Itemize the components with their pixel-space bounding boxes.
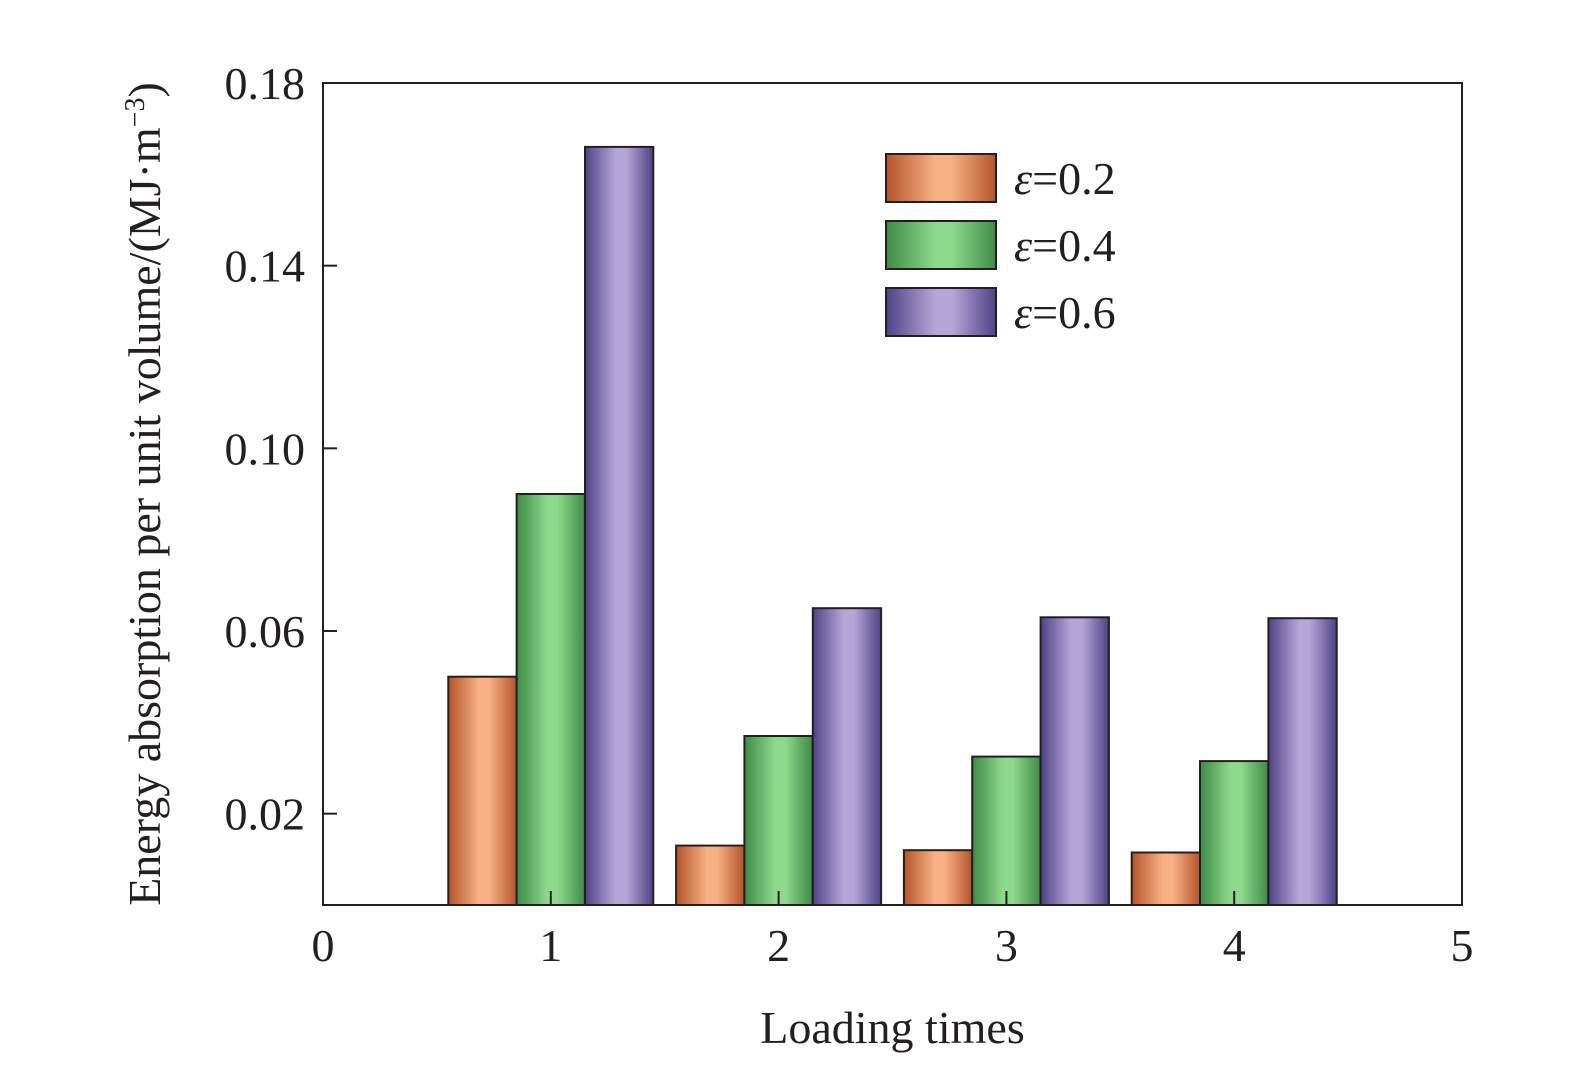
legend: ε=0.2 ε=0.4 ε=0.6 bbox=[885, 153, 1116, 338]
x-tick-label: 4 bbox=[1223, 920, 1246, 971]
y-tick-label: 0.06 bbox=[225, 606, 306, 657]
bar-series-2-loading-3 bbox=[971, 755, 1042, 906]
y-axis-label-main: Energy absorption per unit volume/(MJ·m bbox=[119, 127, 170, 906]
x-tick-label: 5 bbox=[1451, 920, 1474, 971]
legend-swatch-3 bbox=[885, 287, 997, 337]
plot-frame bbox=[322, 82, 1463, 906]
x-tick-label: 3 bbox=[995, 920, 1018, 971]
x-tick-label: 0 bbox=[312, 920, 335, 971]
bar-series-1-loading-2 bbox=[675, 844, 746, 906]
y-tick-label: 0.14 bbox=[225, 241, 306, 292]
bar-series-3-loading-4 bbox=[1267, 617, 1338, 906]
bar-series-2-loading-2 bbox=[743, 735, 814, 906]
y-tick-label: 0.02 bbox=[225, 789, 306, 840]
bar-series-1-loading-4 bbox=[1130, 851, 1201, 906]
bar-series-2-loading-4 bbox=[1199, 760, 1270, 906]
y-tick-label: 0.10 bbox=[225, 423, 306, 474]
y-axis: 0.02 0.06 0.10 0.14 0.18 bbox=[225, 58, 337, 840]
y-tick-label: 0.18 bbox=[225, 58, 306, 109]
bar-series-3-loading-2 bbox=[811, 607, 883, 906]
x-axis-label: Loading times bbox=[760, 1002, 1024, 1053]
legend-label-2: ε=0.4 bbox=[1014, 220, 1116, 271]
bar-series-3-loading-3 bbox=[1039, 616, 1110, 906]
bar-series-2-loading-1 bbox=[515, 493, 586, 906]
y-axis-label-superscript: −3 bbox=[120, 98, 151, 128]
legend-label-3: ε=0.6 bbox=[1014, 287, 1116, 338]
y-axis-label-close: ) bbox=[119, 82, 170, 97]
x-axis: 0 1 2 3 4 5 bbox=[312, 891, 1474, 971]
legend-swatch-2 bbox=[885, 220, 997, 270]
legend-swatch-1 bbox=[885, 153, 997, 203]
x-tick-label: 1 bbox=[539, 920, 562, 971]
bar-series-3-loading-1 bbox=[584, 145, 655, 906]
bar-series-1-loading-3 bbox=[902, 849, 974, 907]
bar-series-1-loading-1 bbox=[447, 675, 518, 907]
legend-label-1: ε=0.2 bbox=[1014, 153, 1116, 204]
y-axis-label: Energy absorption per unit volume/(MJ·m−… bbox=[119, 82, 170, 906]
x-tick-label: 2 bbox=[767, 920, 790, 971]
